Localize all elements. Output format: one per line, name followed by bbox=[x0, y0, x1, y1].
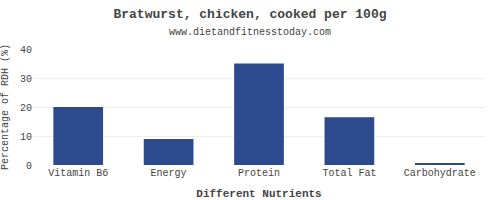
svg-text:Protein: Protein bbox=[238, 168, 280, 179]
svg-text:Total Fat: Total Fat bbox=[322, 168, 376, 179]
svg-text:0: 0 bbox=[26, 161, 32, 172]
svg-text:40: 40 bbox=[20, 45, 32, 56]
svg-text:Bratwurst, chicken, cooked per: Bratwurst, chicken, cooked per 100gwww.d… bbox=[113, 7, 386, 38]
svg-text:Percentage of RDH (%): Percentage of RDH (%) bbox=[0, 44, 11, 170]
svg-text:Vitamin B6: Vitamin B6 bbox=[48, 168, 108, 179]
svg-text:30: 30 bbox=[20, 74, 32, 85]
svg-text:Carbohydrate: Carbohydrate bbox=[404, 168, 476, 179]
svg-text:Energy: Energy bbox=[151, 168, 187, 179]
svg-text:10: 10 bbox=[20, 132, 32, 143]
svg-text:Different Nutrients: Different Nutrients bbox=[196, 188, 321, 200]
svg-text:20: 20 bbox=[20, 103, 32, 114]
